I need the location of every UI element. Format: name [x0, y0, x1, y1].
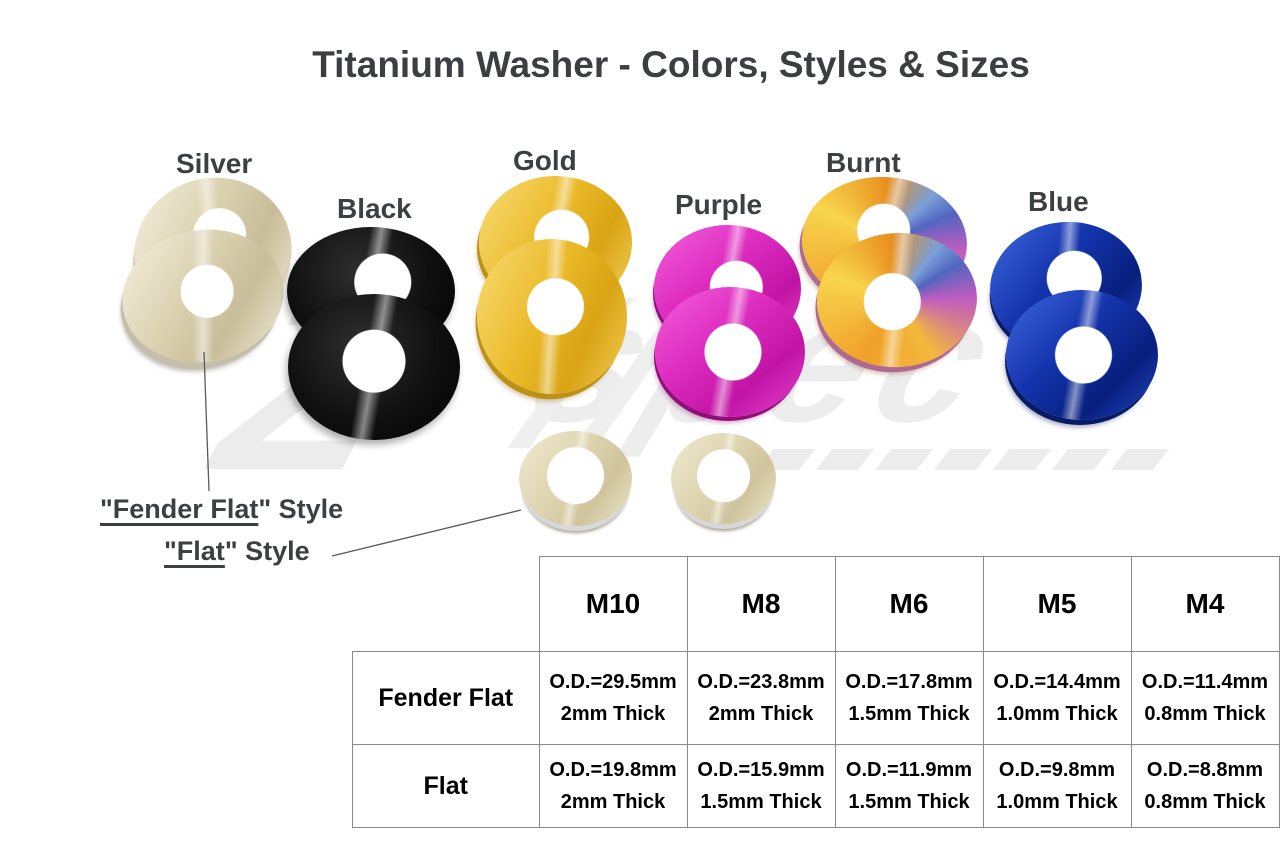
thickness-value: 1.5mm Thick: [848, 791, 970, 813]
od-value: O.D.=11.4mm: [1141, 671, 1269, 693]
thickness-value: 1.5mm Thick: [848, 703, 970, 725]
table-row-fender-flat: Fender Flat O.D.=29.5mm 2mm Thick O.D.=2…: [352, 651, 1280, 745]
od-value: O.D.=29.5mm: [549, 671, 677, 693]
fender-flat-pointer-line: [203, 351, 210, 492]
size-table-corner-cell: [353, 557, 540, 652]
label-black: Black: [337, 193, 412, 224]
style-label-fender-flat-rest: " Style: [258, 494, 344, 524]
thickness-value: 1.0mm Thick: [996, 703, 1118, 725]
od-value: O.D.=17.8mm: [845, 671, 973, 693]
label-gold: Gold: [513, 145, 577, 176]
cell-fender-m6: O.D.=17.8mm 1.5mm Thick: [834, 651, 984, 745]
cell-fender-m5: O.D.=14.4mm 1.0mm Thick: [982, 651, 1132, 745]
row-label-fender-flat: Fender Flat: [352, 651, 540, 745]
cell-fender-m4: O.D.=11.4mm 0.8mm Thick: [1130, 651, 1280, 745]
washer-flat-right: [671, 433, 776, 524]
cell-fender-m8: O.D.=23.8mm 2mm Thick: [686, 651, 836, 745]
style-label-fender-flat-underlined: "Fender Flat: [100, 494, 259, 524]
label-silver: Silver: [176, 148, 253, 179]
watermark-speed-stripes: [756, 449, 1170, 470]
washer-flat-left: [519, 431, 632, 526]
washer-black-lower: [288, 294, 460, 440]
od-value: O.D.=23.8mm: [697, 671, 825, 693]
label-purple: Purple: [675, 189, 763, 220]
table-row-flat: Flat O.D.=19.8mm 2mm Thick O.D.=15.9mm 1…: [352, 744, 1280, 828]
style-label-flat-rest: " Style: [224, 536, 310, 566]
cell-flat-m5: O.D.=9.8mm 1.0mm Thick: [982, 744, 1132, 828]
cell-fender-m10: O.D.=29.5mm 2mm Thick: [538, 651, 688, 745]
row-label-flat: Flat: [352, 744, 540, 828]
column-header-m6: M6: [834, 556, 984, 652]
cell-flat-m8: O.D.=15.9mm 1.5mm Thick: [686, 744, 836, 828]
size-table: M10 M8 M6 M5 M4 Fender Flat O.D.=29.5mm …: [352, 556, 1280, 828]
column-header-m4: M4: [1130, 556, 1280, 652]
page-title: Titanium Washer - Colors, Styles & Sizes: [312, 44, 1030, 85]
thickness-value: 0.8mm Thick: [1144, 791, 1266, 813]
style-label-flat-underlined: "Flat: [164, 536, 225, 566]
flat-pointer-line: [331, 509, 522, 557]
thickness-value: 1.0mm Thick: [996, 791, 1118, 813]
cell-flat-m6: O.D.=11.9mm 1.5mm Thick: [834, 744, 984, 828]
column-header-m5: M5: [982, 556, 1132, 652]
label-blue: Blue: [1028, 186, 1089, 217]
size-table-header-row: M10 M8 M6 M5 M4: [353, 556, 1280, 652]
column-header-m10: M10: [538, 556, 688, 652]
cell-flat-m10: O.D.=19.8mm 2mm Thick: [538, 744, 688, 828]
thickness-value: 2mm Thick: [560, 703, 666, 725]
washer-purple-lower: [655, 287, 805, 417]
thickness-value: 2mm Thick: [560, 791, 666, 813]
thickness-value: 1.5mm Thick: [700, 791, 822, 813]
style-label-fender-flat: "Fender Flat" Style: [100, 494, 343, 525]
od-value: O.D.=19.8mm: [549, 759, 677, 781]
style-label-flat: "Flat" Style: [164, 536, 310, 567]
label-burnt: Burnt: [826, 147, 901, 178]
od-value: O.D.=11.9mm: [845, 759, 973, 781]
thickness-value: 2mm Thick: [708, 703, 814, 725]
column-header-m8: M8: [686, 556, 836, 652]
thickness-value: 0.8mm Thick: [1144, 703, 1266, 725]
od-value: O.D.=15.9mm: [697, 759, 825, 781]
cell-flat-m4: O.D.=8.8mm 0.8mm Thick: [1130, 744, 1280, 828]
od-value: O.D.=8.8mm: [1146, 759, 1264, 781]
washer-blue-lower: [1006, 290, 1158, 420]
od-value: O.D.=14.4mm: [993, 671, 1121, 693]
od-value: O.D.=9.8mm: [998, 759, 1116, 781]
